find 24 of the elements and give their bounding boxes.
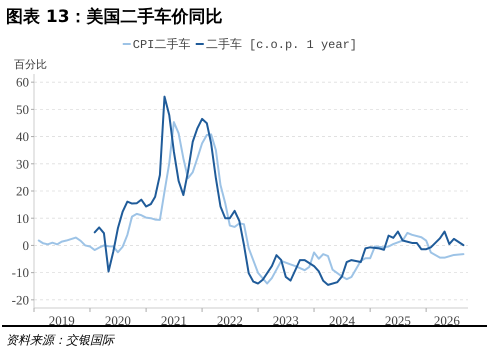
- y-tick-label: 20: [16, 184, 29, 199]
- y-tick-label: 30: [16, 156, 29, 172]
- x-tick-label: 2024: [328, 313, 356, 328]
- text: 资料来源：交银国际: [6, 333, 116, 347]
- y-axis-title: 百分比: [14, 58, 47, 71]
- line-series: [38, 121, 464, 285]
- y-tick-label: -20: [12, 292, 29, 308]
- y-tick-label: 10: [16, 210, 29, 226]
- y-tick-label: 60: [16, 74, 29, 90]
- x-tick-label: 2019: [48, 313, 75, 328]
- legend-label: 二手车 [c.o.p. 1 year]: [206, 37, 357, 52]
- y-tick-label: 0: [22, 238, 29, 253]
- y-tick-label: 40: [16, 129, 29, 144]
- line-series: [94, 96, 464, 286]
- chart-title: 图表 13：美国二手车价同比: [6, 7, 223, 27]
- x-tick-label: 2021: [160, 313, 187, 328]
- x-tick-label: 2023: [272, 313, 299, 328]
- x-tick-label: 2026: [434, 313, 460, 328]
- y-tick-label: 50: [16, 102, 29, 117]
- legend-label: CPI二手车: [132, 37, 190, 52]
- x-tick-label: 2025: [384, 313, 411, 328]
- x-tick-label: 2022: [216, 313, 243, 328]
- y-tick-label: -10: [12, 265, 29, 280]
- x-tick-label: 2020: [104, 313, 131, 328]
